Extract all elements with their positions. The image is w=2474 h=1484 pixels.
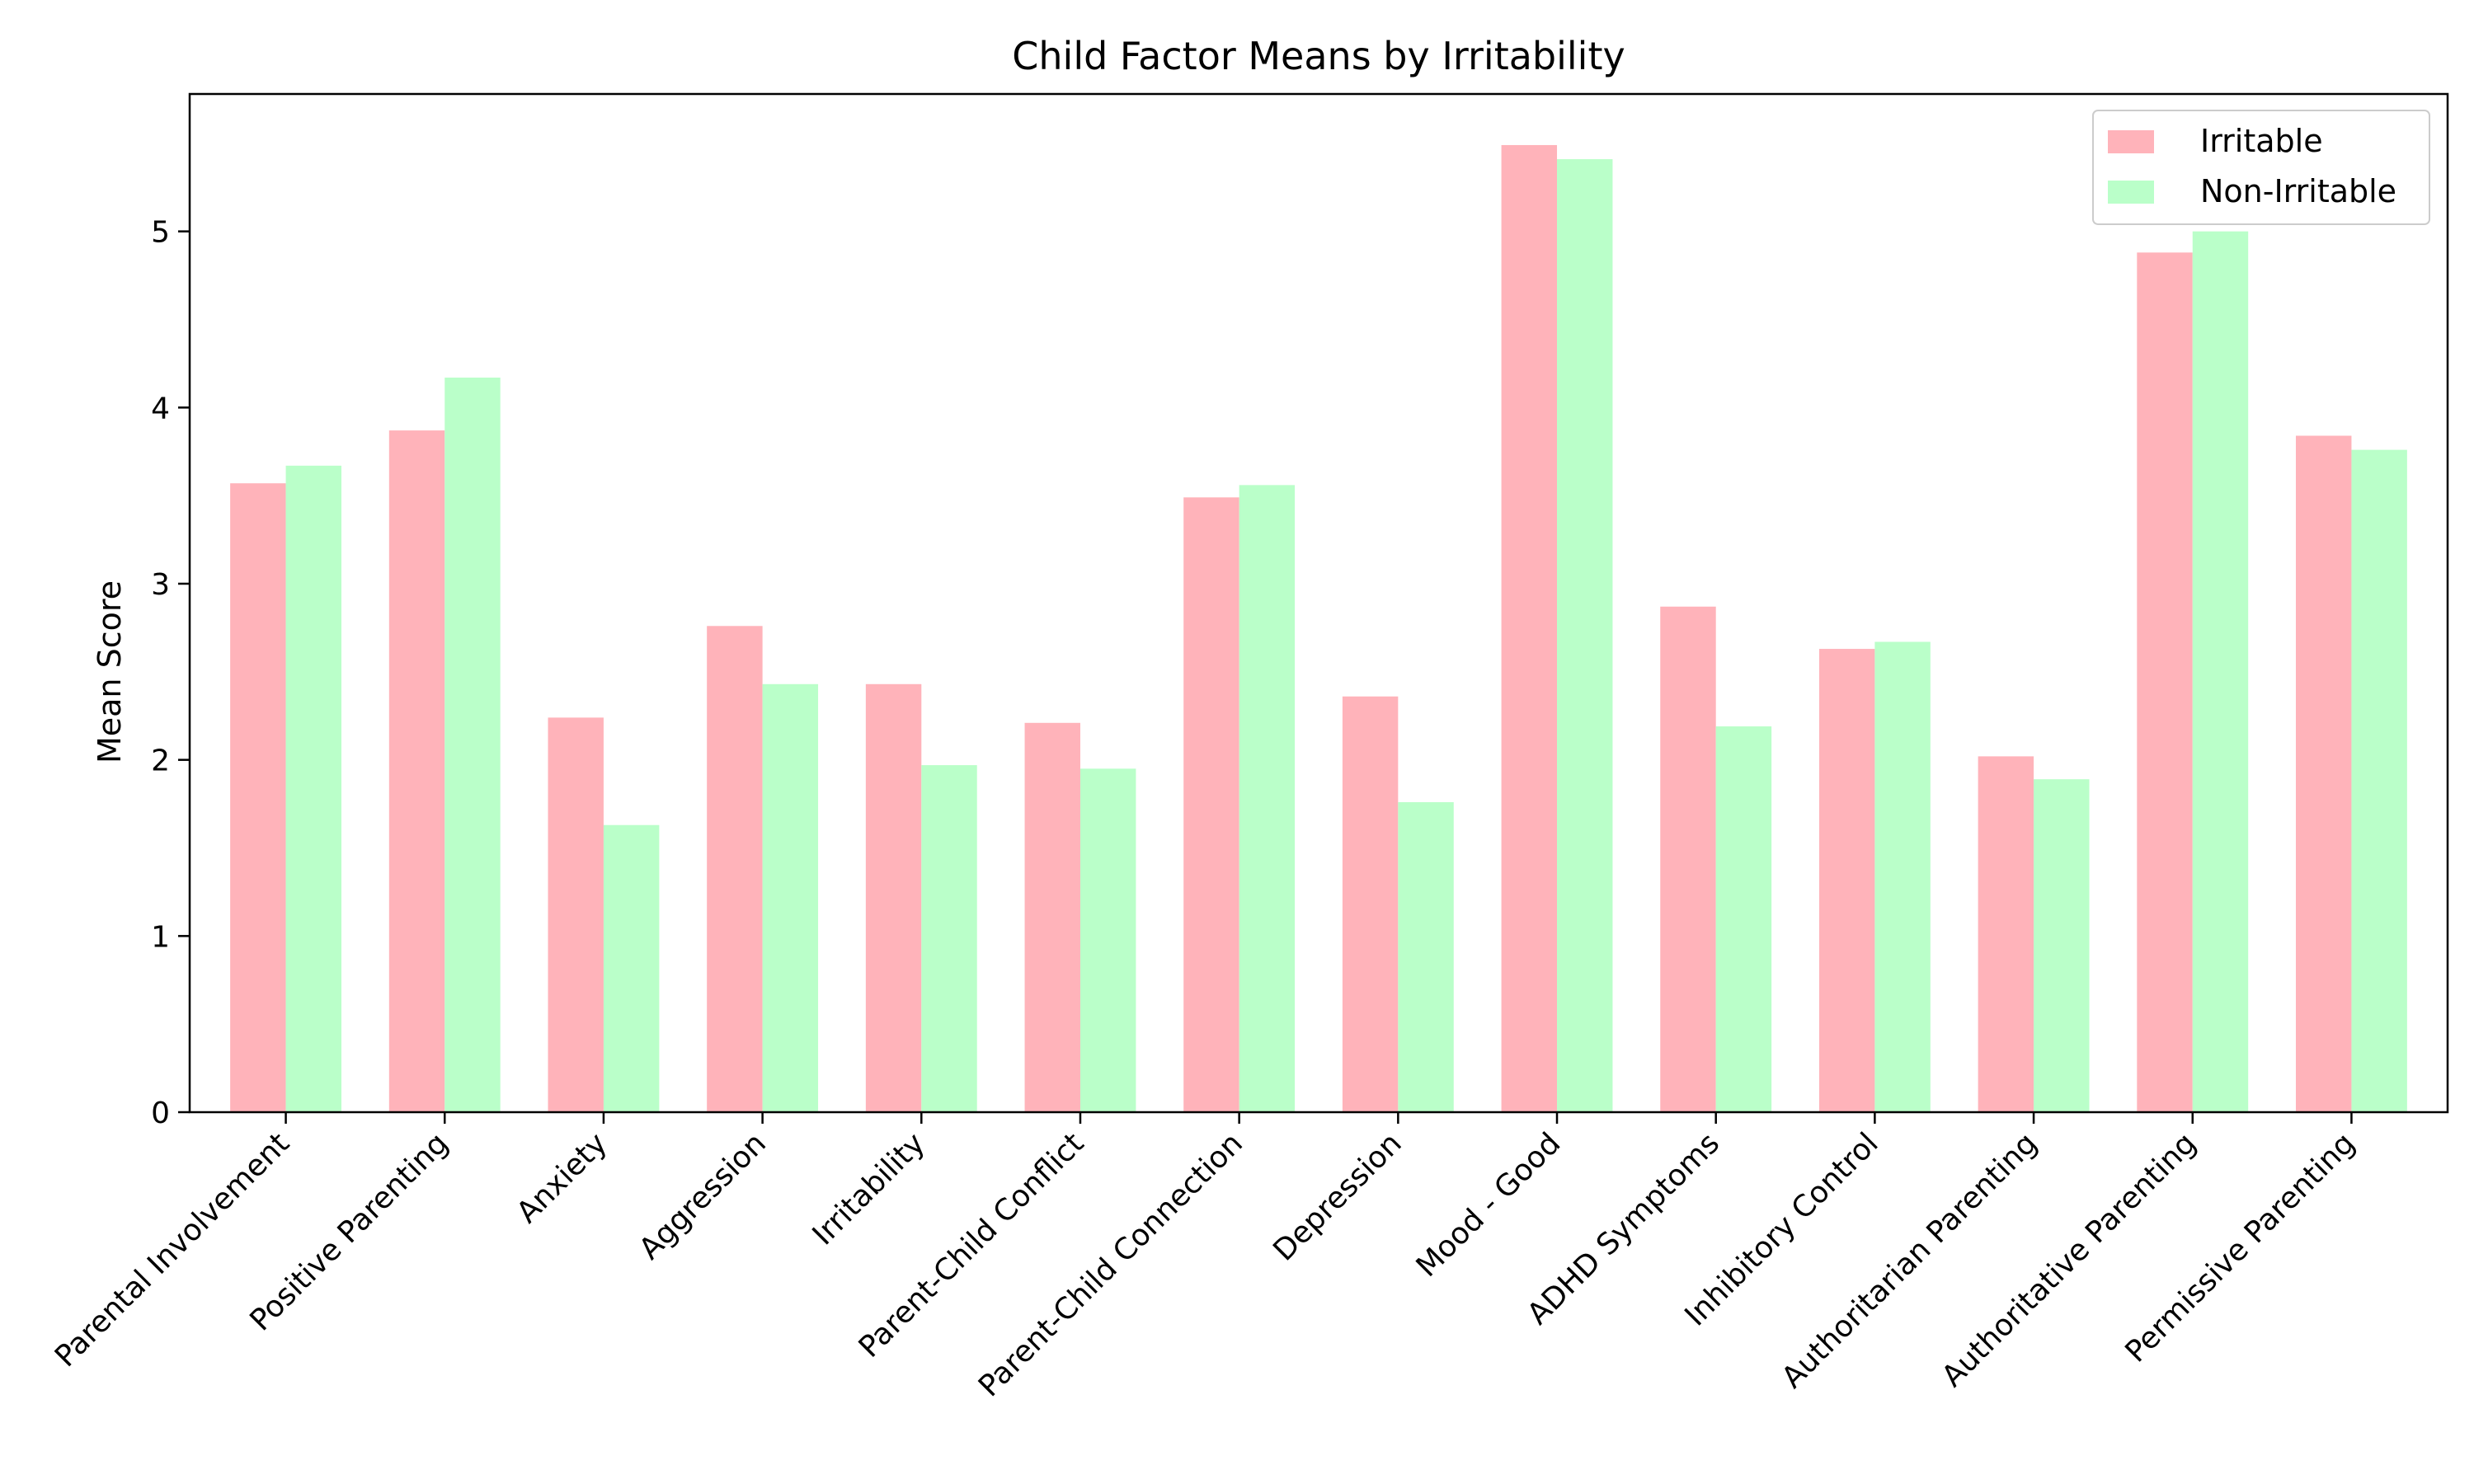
bar-irritable-authoritarian-parenting bbox=[1978, 756, 2034, 1112]
bar-non-irritable-mood-good bbox=[1557, 159, 1613, 1112]
bar-non-irritable-authoritative-parenting bbox=[2192, 231, 2249, 1112]
bar-non-irritable-anxiety bbox=[603, 824, 660, 1112]
bar-irritable-positive-parenting bbox=[388, 430, 445, 1112]
bar-non-irritable-parental-involvement bbox=[285, 465, 342, 1112]
bars-layer bbox=[230, 144, 2407, 1113]
legend-label-irritable: Irritable bbox=[2200, 123, 2323, 159]
bar-irritable-depression bbox=[1342, 696, 1399, 1112]
bar-irritable-aggression bbox=[707, 626, 763, 1112]
y-axis-label: Mean Score bbox=[92, 580, 128, 763]
legend-swatch-irritable bbox=[2108, 130, 2154, 153]
y-tick-label: 1 bbox=[151, 920, 170, 954]
bar-non-irritable-aggression bbox=[762, 683, 819, 1112]
legend-label-non-irritable: Non-Irritable bbox=[2200, 173, 2396, 209]
bar-non-irritable-positive-parenting bbox=[444, 378, 501, 1112]
y-tick-label: 3 bbox=[151, 568, 170, 602]
legend: Irritable Non-Irritable bbox=[2092, 110, 2430, 225]
bar-non-irritable-irritability bbox=[921, 765, 977, 1112]
bar-non-irritable-permissive-parenting bbox=[2351, 449, 2407, 1112]
y-axis: 0 1 2 3 4 5 bbox=[151, 216, 190, 1130]
legend-swatch-non-irritable bbox=[2108, 181, 2154, 204]
bar-irritable-permissive-parenting bbox=[2295, 435, 2352, 1112]
bar-non-irritable-adhd-symptoms bbox=[1715, 726, 1772, 1112]
plot-frame bbox=[188, 92, 2449, 1114]
bar-irritable-inhibitory-control bbox=[1818, 649, 1875, 1112]
bar-non-irritable-parent-child-connection bbox=[1239, 485, 1296, 1112]
chart-title: Child Factor Means by Irritability bbox=[1012, 34, 1625, 78]
y-tick-label: 4 bbox=[151, 392, 170, 425]
bar-irritable-authoritative-parenting bbox=[2137, 252, 2193, 1112]
bar-irritable-adhd-symptoms bbox=[1660, 606, 1716, 1112]
y-tick-label: 0 bbox=[151, 1097, 170, 1130]
bar-non-irritable-parent-child-conflict bbox=[1079, 768, 1136, 1112]
y-tick-label: 5 bbox=[151, 216, 170, 250]
y-tick-label: 2 bbox=[151, 744, 170, 778]
bar-irritable-mood-good bbox=[1501, 144, 1558, 1113]
bar-irritable-parental-involvement bbox=[230, 483, 286, 1112]
bar-irritable-parent-child-connection bbox=[1183, 497, 1239, 1112]
bar-non-irritable-depression bbox=[1398, 801, 1454, 1112]
bar-irritable-irritability bbox=[865, 683, 922, 1112]
legend-box bbox=[2092, 110, 2430, 225]
bar-irritable-anxiety bbox=[548, 717, 604, 1112]
bar-non-irritable-authoritarian-parenting bbox=[2034, 779, 2090, 1112]
bar-irritable-parent-child-conflict bbox=[1024, 722, 1080, 1112]
bar-non-irritable-inhibitory-control bbox=[1874, 641, 1931, 1112]
